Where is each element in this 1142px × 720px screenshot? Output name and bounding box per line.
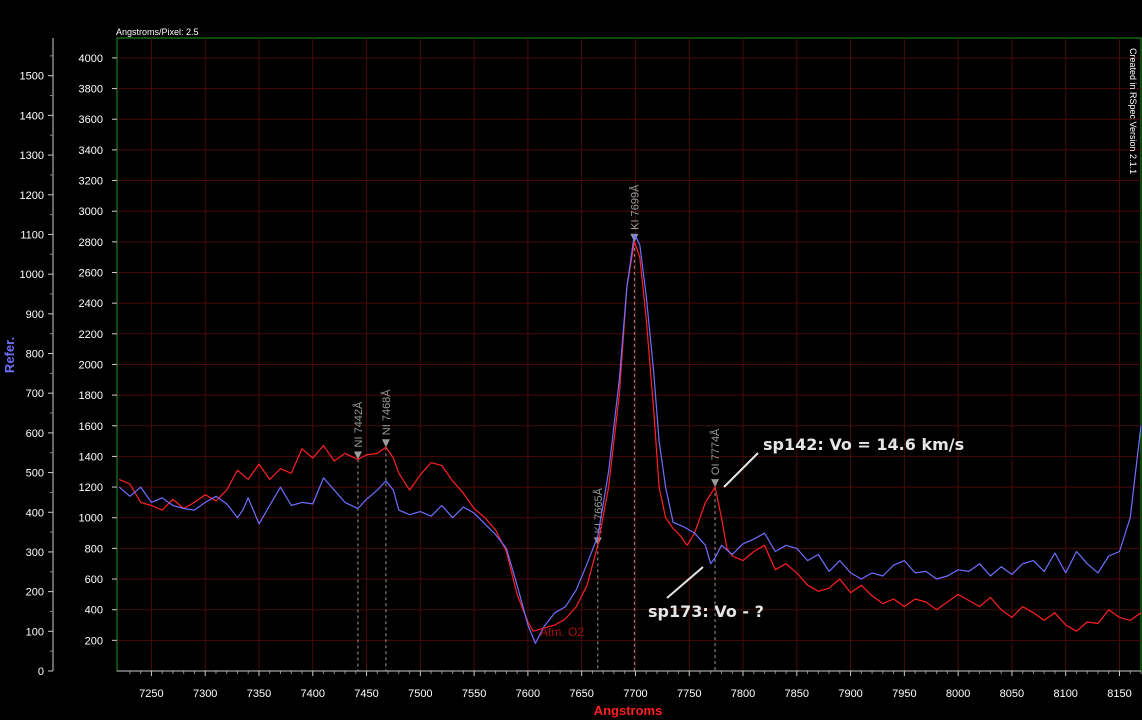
y-tick-label: 400 (85, 605, 103, 617)
x-tick-label: 7800 (731, 688, 755, 700)
annotation-pointer-sp173 (666, 566, 704, 599)
x-tick-label: 7250 (139, 688, 163, 700)
marker-triangle-icon (593, 537, 602, 546)
left-y-tick-label: 500 (26, 468, 44, 480)
left-y-tick-label: 900 (26, 309, 44, 321)
left-y-tick-label: 700 (26, 388, 44, 400)
y-tick-label: 1200 (79, 482, 103, 494)
y-tick-label: 2800 (79, 237, 103, 249)
grid (117, 38, 1141, 671)
left-y-tick-label: 300 (26, 547, 44, 559)
left-y-tick-label: 1500 (20, 71, 44, 83)
plot-area (116, 37, 1142, 672)
left-y-tick-label: 1100 (20, 229, 44, 241)
marker-label: KI 7699Å (628, 184, 641, 230)
y-tick-label: 3600 (79, 114, 103, 126)
x-tick-label: 7400 (301, 688, 325, 700)
left-y-tick-label: 1300 (20, 150, 44, 162)
marker-triangle-icon (353, 451, 362, 460)
x-tick-label: 7850 (785, 688, 809, 700)
left-y-tick-label: 800 (26, 349, 44, 361)
x-tick-label: 7950 (892, 688, 916, 700)
marker-label: NI 7468Å (380, 389, 393, 436)
watermark: Created in RSpec Version 2.1.1 (1128, 48, 1138, 174)
y-tick-label: 2400 (79, 298, 103, 310)
left-y-tick-label: 100 (26, 626, 44, 638)
y-tick-label: 3000 (79, 206, 103, 218)
annotation-atm-o2: Atm. O2 (540, 625, 584, 639)
left-y-tick-label: 600 (26, 428, 44, 440)
y-tick-label: 1000 (79, 513, 103, 525)
y-tick-label: 800 (85, 543, 103, 555)
series-lines (118, 233, 1142, 644)
x-tick-label: 7450 (354, 688, 378, 700)
annotation-sp173: sp173: Vo - ? (648, 602, 764, 621)
marker-triangle-icon (711, 479, 720, 488)
x-tick-label: 7500 (408, 688, 432, 700)
y-tick-label: 1600 (79, 421, 103, 433)
x-tick-label: 8100 (1053, 688, 1077, 700)
x-tick-label: 8150 (1107, 688, 1131, 700)
x-tick-label: 7700 (623, 688, 647, 700)
marker-label: KI 7665Å (592, 487, 605, 533)
y-tick-label: 4000 (79, 53, 103, 65)
x-axis-title: Angstroms (594, 703, 663, 718)
x-tick-label: 8050 (1000, 688, 1024, 700)
axes: 7250 7300 7350 7400 7450 7500 7550 7600 7650 7700… (2, 38, 1142, 718)
marker-label: OI 7774Å (709, 428, 722, 475)
y-tick-label: 2600 (79, 268, 103, 280)
left-y-tick-label: 200 (26, 587, 44, 599)
y-axis-title-left: Refer. (2, 337, 17, 373)
line-markers: NI 7442Å NI 7468Å KI 7665Å KI 7699Å OI 7774Å (352, 184, 722, 671)
annotation-pointer-sp142 (723, 452, 759, 488)
x-tick-label: 7300 (193, 688, 217, 700)
x-tick-label: 7550 (462, 688, 486, 700)
y-tick-label: 200 (85, 635, 103, 647)
left-y-tick-label: 1000 (20, 269, 44, 281)
x-tick-label: 7750 (677, 688, 701, 700)
y-tick-label: 3800 (79, 84, 103, 96)
y-tick-label: 2000 (79, 359, 103, 371)
left-y-tick-label: 0 (38, 666, 44, 678)
annotation-sp142: sp142: Vo = 14.6 km/s (763, 435, 964, 454)
x-tick-label: 7900 (838, 688, 862, 700)
y-tick-label: 600 (85, 574, 103, 586)
x-tick-label: 7350 (247, 688, 271, 700)
y-tick-label: 1400 (79, 451, 103, 463)
y-tick-label: 3200 (79, 176, 103, 188)
left-y-tick-label: 400 (26, 507, 44, 519)
left-y-tick-label: 1200 (20, 190, 44, 202)
left-y-tick-label: 1400 (20, 110, 44, 122)
y-tick-label: 2200 (79, 329, 103, 341)
y-tick-label: 1800 (79, 390, 103, 402)
header-scale-label: Angstroms/Pixel: 2.5 (116, 27, 199, 37)
marker-triangle-icon (381, 439, 390, 448)
y-tick-label: 3400 (79, 145, 103, 157)
x-tick-label: 7600 (516, 688, 540, 700)
x-tick-label: 8000 (946, 688, 970, 700)
series-line-0 (118, 241, 1142, 632)
x-tick-label: 7650 (569, 688, 593, 700)
series-line-1 (118, 233, 1142, 644)
marker-label: NI 7442Å (352, 401, 365, 448)
